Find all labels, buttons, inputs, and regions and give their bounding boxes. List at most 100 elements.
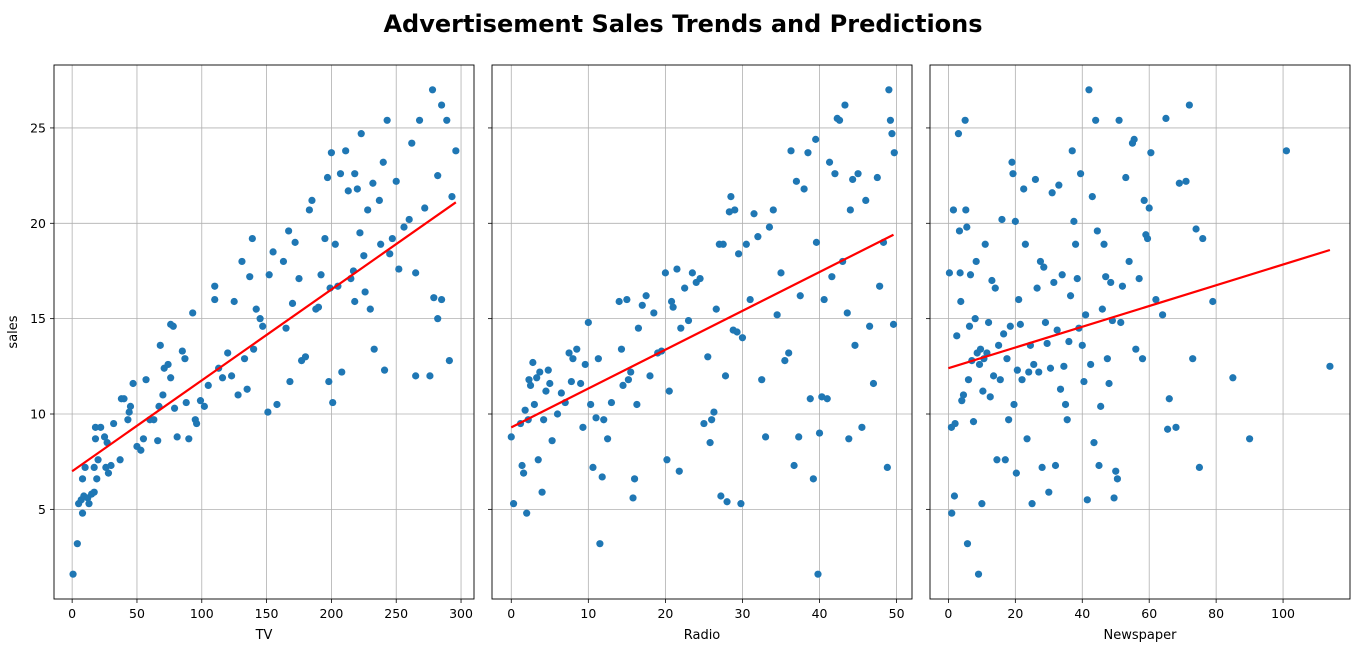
tv-x-tick-label: 100 xyxy=(190,606,214,621)
radio-x-tick-label: 30 xyxy=(735,606,751,621)
newspaper-data-point xyxy=(1015,295,1023,304)
newspaper-data-point xyxy=(1001,456,1009,464)
tv-x-tick-label: 50 xyxy=(129,606,145,621)
radio-x-tick-label: 20 xyxy=(657,606,673,621)
newspaper-data-point xyxy=(1006,322,1014,330)
newspaper-data-point xyxy=(963,540,972,548)
newspaper-data-point xyxy=(1036,257,1045,266)
tv-data-point xyxy=(129,379,137,388)
radio-data-point xyxy=(828,273,836,281)
tv-x-tick-label: 150 xyxy=(255,606,279,621)
tv-data-point xyxy=(238,257,246,266)
tv-data-point xyxy=(448,192,456,201)
tv-data-point xyxy=(356,229,364,237)
newspaper-data-point xyxy=(948,509,956,517)
tv-data-point xyxy=(154,437,162,445)
radio-data-point xyxy=(712,305,720,313)
tv-data-point xyxy=(196,397,205,405)
tv-x-tick-label: 200 xyxy=(319,606,343,621)
radio-data-point xyxy=(521,406,529,414)
tv-data-point xyxy=(93,475,101,483)
tv-data-point xyxy=(325,377,333,386)
newspaper-data-point xyxy=(966,271,975,279)
tv-x-tick-label: 250 xyxy=(384,606,408,621)
newspaper-data-point xyxy=(1028,500,1036,508)
newspaper-data-point xyxy=(1031,175,1040,184)
tv-data-point xyxy=(91,423,100,431)
radio-data-point xyxy=(890,149,898,157)
newspaper-data-point xyxy=(1046,364,1055,372)
newspaper-data-point xyxy=(1092,116,1100,124)
tv-data-point xyxy=(317,271,325,279)
radio-data-point xyxy=(519,469,528,477)
tv-data-point xyxy=(288,299,297,307)
newspaper-data-point xyxy=(1138,355,1147,363)
newspaper-data-point xyxy=(989,372,998,380)
tv-data-point xyxy=(137,446,145,454)
tv-data-point xyxy=(386,250,394,258)
tv-data-point xyxy=(357,130,365,138)
radio-data-point xyxy=(665,387,673,395)
newspaper-data-point xyxy=(1045,488,1053,496)
newspaper-data-point xyxy=(1000,330,1008,338)
newspaper-data-point xyxy=(1209,297,1217,306)
radio-data-point xyxy=(546,379,554,388)
newspaper-data-point xyxy=(1158,311,1167,319)
tv-data-point xyxy=(415,116,424,124)
newspaper-x-tick-label: 60 xyxy=(1141,606,1157,621)
newspaper-data-point xyxy=(1010,400,1018,409)
newspaper-data-point xyxy=(957,297,965,306)
radio-data-point xyxy=(750,210,758,218)
radio-data-point xyxy=(536,368,544,376)
radio-data-point xyxy=(557,389,565,397)
newspaper-data-point xyxy=(974,570,983,578)
tv-data-point xyxy=(97,423,105,431)
radio-data-point xyxy=(669,303,677,311)
radio-data-point xyxy=(841,101,849,109)
radio-data-point xyxy=(723,498,731,506)
newspaper-regression-line xyxy=(948,248,1331,370)
radio-data-point xyxy=(851,341,859,349)
radio-data-point xyxy=(507,433,515,441)
tv-y-tick-label: 15 xyxy=(30,311,46,326)
tv-data-point xyxy=(421,204,429,212)
newspaper-x-axis-label: Newspaper xyxy=(1104,628,1178,643)
radio-data-point xyxy=(738,334,747,342)
radio-data-point xyxy=(781,357,789,365)
tv-data-point xyxy=(279,257,288,266)
radio-data-point xyxy=(737,500,745,508)
newspaper-data-point xyxy=(1145,204,1153,212)
tv-data-point xyxy=(269,248,277,256)
radio-data-point xyxy=(746,295,754,304)
tv-data-point xyxy=(204,381,212,389)
newspaper-data-point xyxy=(975,360,984,369)
tv-data-point xyxy=(240,355,249,363)
newspaper-data-point xyxy=(1147,149,1155,157)
newspaper-data-point xyxy=(1117,318,1125,327)
tv-x-axis-label: TV xyxy=(255,628,273,643)
radio-data-point xyxy=(596,540,604,548)
radio-data-point xyxy=(592,414,600,422)
tv-data-point xyxy=(100,433,109,441)
tv-data-point xyxy=(78,509,87,517)
newspaper-data-point xyxy=(1185,101,1193,109)
newspaper-data-point xyxy=(991,284,999,292)
tv-data-point xyxy=(90,463,98,472)
newspaper-data-point xyxy=(1012,469,1020,477)
newspaper-data-point xyxy=(1192,225,1200,233)
radio-data-point xyxy=(795,433,803,441)
newspaper-data-point xyxy=(1172,423,1180,431)
tv-y-axis-label: sales xyxy=(6,315,21,348)
radio-data-point xyxy=(646,372,654,380)
tv-data-point xyxy=(329,398,337,407)
figure-title: Advertisement Sales Trends and Predictio… xyxy=(383,10,982,38)
radio-data-point xyxy=(843,309,851,317)
tv-data-point xyxy=(426,372,434,380)
newspaper-data-point xyxy=(1090,439,1098,447)
radio-data-point xyxy=(673,265,681,273)
tv-y-tick-label: 5 xyxy=(38,502,46,517)
tv-data-point xyxy=(428,86,437,94)
tv-data-point xyxy=(124,416,132,424)
radio-data-point xyxy=(589,463,597,472)
newspaper-data-point xyxy=(1088,192,1096,201)
